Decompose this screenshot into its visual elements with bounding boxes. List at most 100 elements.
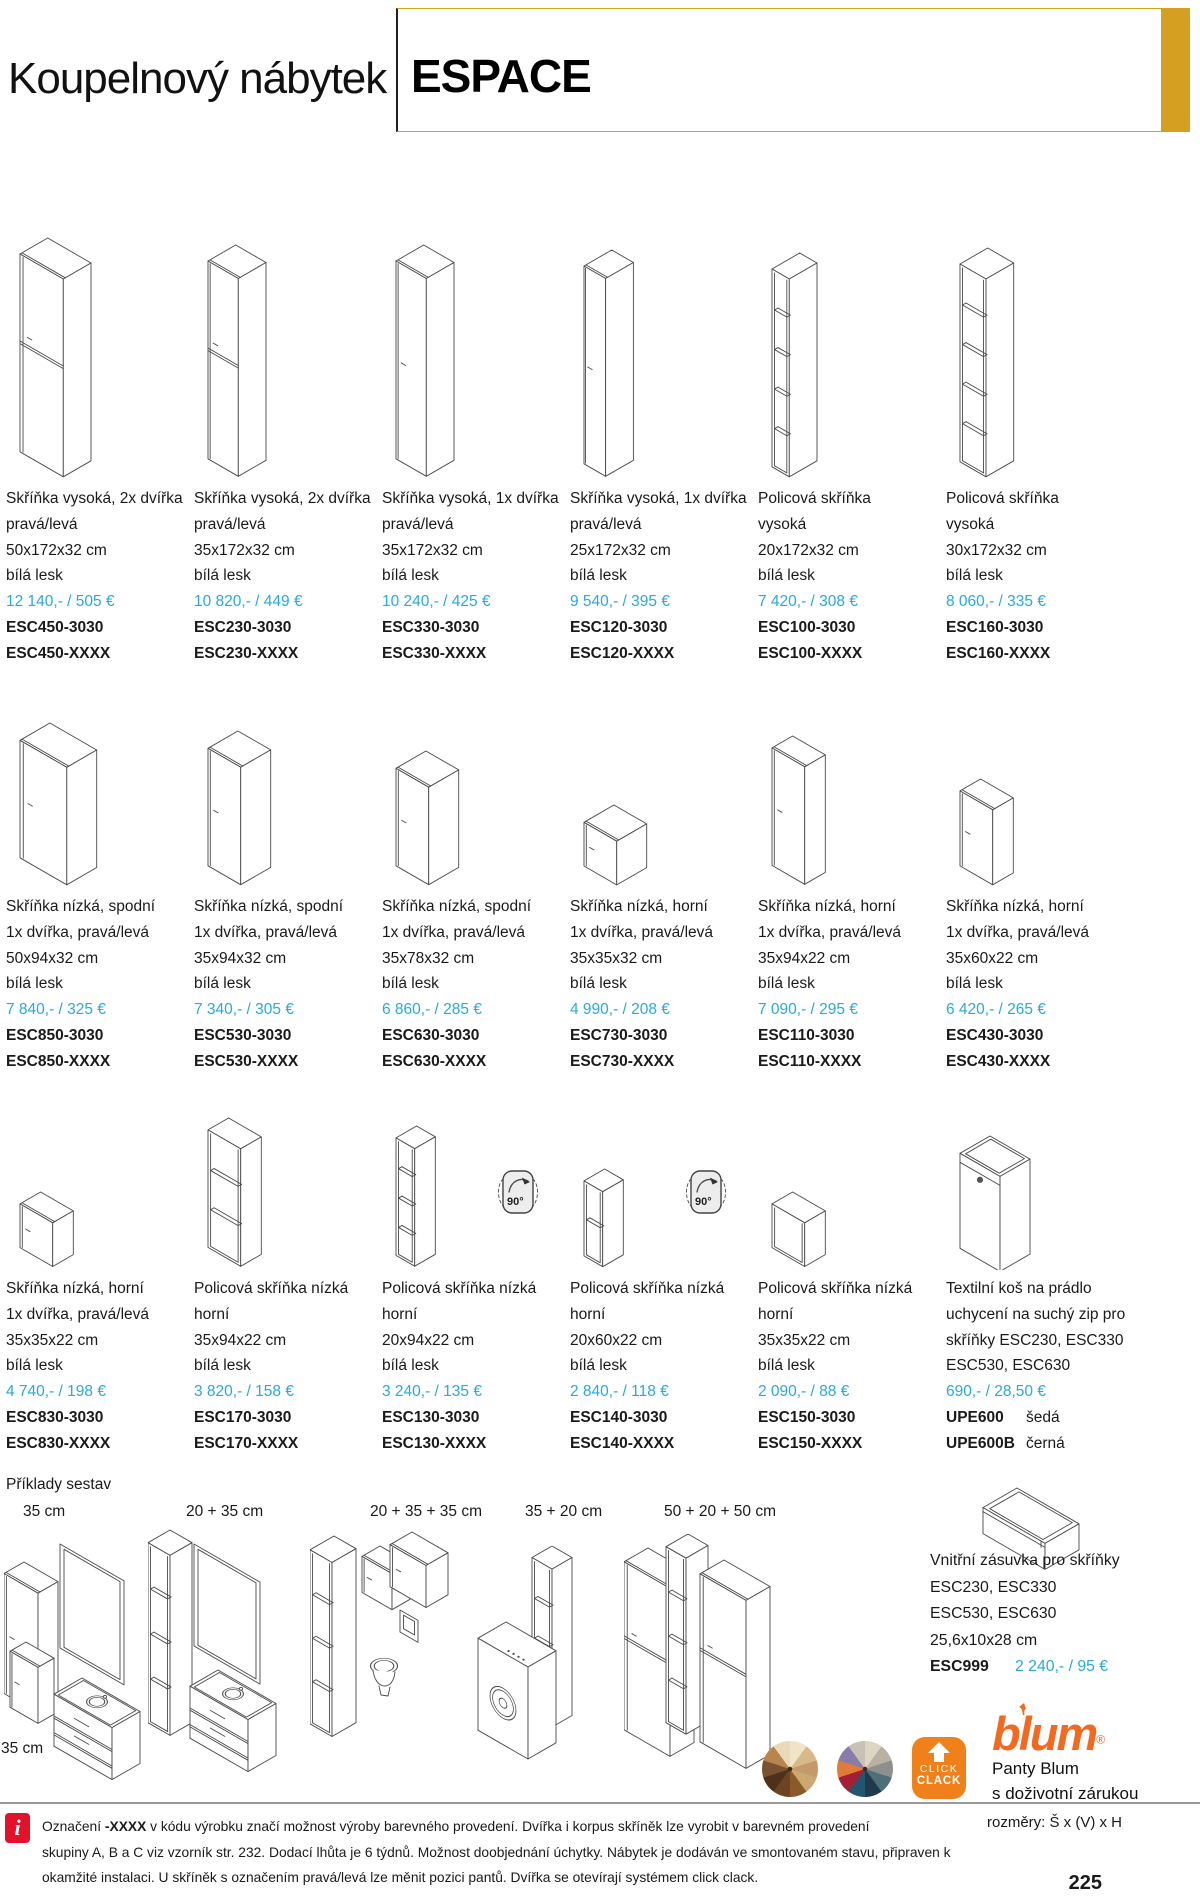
product-text: Textilní koš na prádlo uchycení na suchý … [946,1276,1134,1379]
cabinet-drawing [395,244,455,477]
product-text-line: ESC530, ESC630 [946,1357,1071,1375]
product-code-value: ESC850-XXXX [6,1052,111,1070]
assembly-drawing-2 [148,1528,300,1790]
product-code: ESC530-3030 [194,1023,382,1049]
product-code: ESC630-XXXX [382,1049,570,1075]
product-card: Skříňka nízká, spodní 1x dvířka, pravá/le… [6,700,194,1075]
product-text-line: 35x35x32 cm [570,949,663,967]
product-card: Skříňka vysoká, 2x dvířka pravá/levá 50x17… [6,228,194,667]
product-text-line: 35x94x22 cm [758,949,851,967]
product-text: Policová skříňka nízká horní 35x35x22 cm bí… [758,1276,946,1379]
product-text-line: Skříňka nízká, horní [946,898,1084,915]
product-code: ESC130-3030 [382,1405,570,1431]
product-text-line: vysoká [758,515,807,533]
blum-caption-2: s doživotní zárukou [992,1784,1139,1803]
product-code-value: ESC170-XXXX [194,1434,299,1452]
product-text: Policová skříňka nízká horní 20x94x22 cm bí… [382,1276,570,1379]
product-code-value: ESC150-XXXX [758,1434,863,1452]
assembly-label: 20 + 35 cm [186,1503,264,1520]
cabinet-drawing [19,237,92,478]
product-text: Policová skříňka vysoká 20x172x32 cm bílá l… [758,486,946,589]
product-text-line: Textilní koš na prádlo [946,1280,1092,1297]
product-text-line: 35x60x22 cm [946,949,1039,967]
assembly-drawing-4 [476,1546,626,1790]
product-code-value: ESC150-3030 [758,1408,856,1426]
product-drawing [758,228,946,480]
product-text: Skříňka vysoká, 2x dvířka pravá/levá 35x17… [194,486,382,589]
footer-note: Označení -XXXX v kódu výrobku značí možn… [42,1814,977,1891]
product-price: 4 740,- / 198 € [6,1383,106,1401]
product-code-value: ESC430-XXXX [946,1052,1051,1070]
product-code-value: ESC850-3030 [6,1026,104,1044]
assembly-drawing-4 [477,1546,573,1760]
rotation-90-icon: 90° [498,1170,538,1214]
product-text-line: bílá lesk [946,975,1003,993]
product-code: ESC140-XXXX [570,1431,758,1457]
product-text-line: 35x94x22 cm [194,1331,287,1349]
product-code-value: ESC630-XXXX [382,1052,487,1070]
product-card: Textilní koš na prádlo uchycení na suchý … [946,1080,1134,1457]
product-code: ESC100-XXXX [758,641,946,667]
drawer-info-line: 25,6x10x28 cm [930,1631,1038,1649]
product-code-value: ESC130-3030 [382,1408,480,1426]
product-code: ESC160-XXXX [946,641,1134,667]
blum-caption-1: Panty Blum [992,1759,1079,1778]
product-text-line: 50x94x32 cm [6,949,99,967]
click-clack-logo: CLICK CLACK [912,1737,966,1799]
assembly-drawing-2 [148,1529,277,1773]
header-box: ESPACE [396,8,1162,132]
product-text-line: bílá lesk [570,975,627,993]
product-code-value: ESC450-XXXX [6,644,111,662]
product-code: ESC530-XXXX [194,1049,382,1075]
product-price: 10 820,- / 449 € [194,593,303,611]
cabinet-drawing [207,244,267,477]
product-text: Skříňka nízká, horní 1x dvířka, pravá/lev… [570,894,758,997]
product-card: 90° Policová skříňka nízká horní 20x94x22 c… [382,1080,570,1457]
product-card: Skříňka nízká, horní 1x dvířka, pravá/lev… [6,1080,194,1457]
product-code: ESC830-XXXX [6,1431,194,1457]
footer-line-2: skupiny A, B a C viz vzorník str. 232. D… [42,1844,951,1860]
product-text-line: bílá lesk [570,1357,627,1375]
product-code-value: ESC160-XXXX [946,644,1051,662]
product-drawing [946,228,1134,480]
drawer-info-line: Vnitřní zásuvka pro skříňky [930,1552,1120,1569]
assembly-label: 50 + 20 + 50 cm [664,1503,777,1520]
product-code-value: ESC630-3030 [382,1026,480,1044]
product-code: ESC170-XXXX [194,1431,382,1457]
product-code-value: ESC230-XXXX [194,644,299,662]
product-code: UPE600B černá [946,1431,1134,1457]
product-text-line: 1x dvířka, pravá/levá [570,923,714,941]
product-card: Skříňka nízká, horní 1x dvířka, pravá/lev… [946,700,1134,1075]
product-text-line: pravá/levá [570,515,642,533]
product-card: 90° Policová skříňka nízká horní 20x60x22 c… [570,1080,758,1457]
drawer-product-code: ESC999 [930,1658,989,1675]
product-text: Skříňka nízká, spodní 1x dvířka, pravá/le… [6,894,194,997]
product-text-line: 1x dvířka, pravá/levá [6,923,150,941]
product-drawing: 90° [570,1080,758,1270]
product-drawing: 90° [382,1080,570,1270]
rotation-90-badge: 90° [496,1166,542,1220]
product-text-line: 25x172x32 cm [570,541,671,559]
product-code-value: ESC730-3030 [570,1026,668,1044]
product-text-line: pravá/levá [382,515,454,533]
product-text-line: Skříňka vysoká, 2x dvířka [6,490,183,507]
cabinet-drawing [19,722,98,886]
product-drawing [570,700,758,888]
product-text-line: bílá lesk [382,1357,439,1375]
product-card: Skříňka nízká, horní 1x dvířka, pravá/lev… [758,700,946,1075]
product-text-line: 35x35x22 cm [758,1331,851,1349]
product-card: Policová skříňka nízká horní 35x94x22 cm bí… [194,1080,382,1457]
product-card: Skříňka vysoká, 2x dvířka pravá/levá 35x17… [194,228,382,667]
product-code: ESC110-3030 [758,1023,946,1049]
product-code-value: ESC730-XXXX [570,1052,675,1070]
assembly-drawing-1 [4,1543,141,1781]
cabinet-drawing [771,735,826,885]
product-text: Skříňka nízká, spodní 1x dvířka, pravá/le… [382,894,570,997]
product-text-line: bílá lesk [194,975,251,993]
blum-logo-block: blum® Panty Blum s doživotní zárukou [992,1703,1139,1806]
assembly-label: 35 cm [23,1503,66,1520]
drawer-product-price: 2 240,- / 95 € [1015,1658,1109,1675]
product-text: Skříňka nízká, spodní 1x dvířka, pravá/le… [194,894,382,997]
product-text-line: 35x35x22 cm [6,1331,99,1349]
product-price: 8 060,- / 335 € [946,593,1046,611]
